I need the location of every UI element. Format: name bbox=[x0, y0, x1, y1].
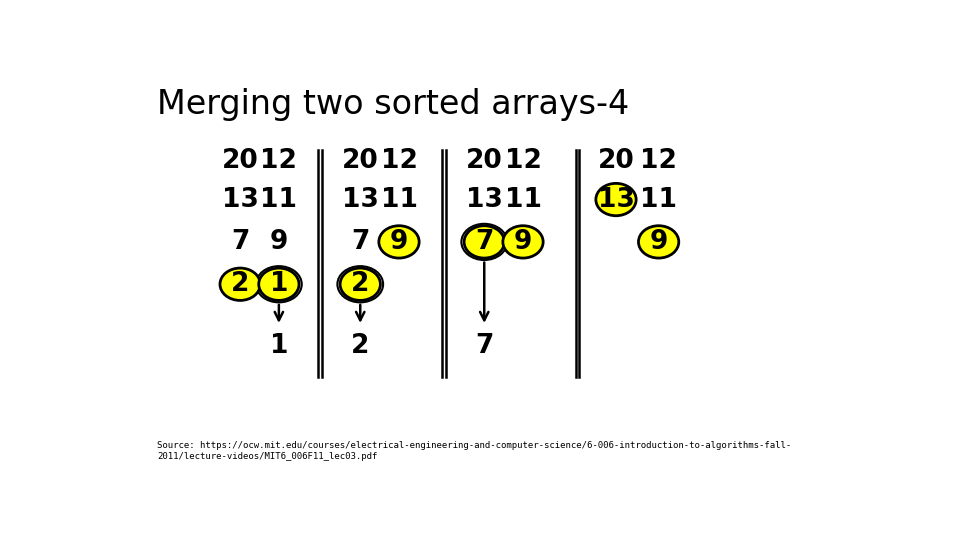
Text: 7: 7 bbox=[351, 229, 370, 255]
Ellipse shape bbox=[259, 268, 299, 300]
Text: 12: 12 bbox=[640, 148, 677, 174]
Text: Merging two sorted arrays-4: Merging two sorted arrays-4 bbox=[157, 88, 630, 121]
Text: 2: 2 bbox=[351, 333, 370, 359]
Text: 7: 7 bbox=[231, 229, 250, 255]
Text: 2: 2 bbox=[351, 271, 370, 297]
Text: 11: 11 bbox=[260, 186, 298, 213]
Text: 12: 12 bbox=[505, 148, 541, 174]
Text: 9: 9 bbox=[514, 229, 532, 255]
Text: 13: 13 bbox=[222, 186, 258, 213]
Ellipse shape bbox=[379, 226, 420, 258]
Ellipse shape bbox=[503, 226, 543, 258]
Ellipse shape bbox=[638, 226, 679, 258]
Text: 20: 20 bbox=[466, 148, 503, 174]
Text: 12: 12 bbox=[260, 148, 298, 174]
Text: 11: 11 bbox=[505, 186, 541, 213]
Text: 2: 2 bbox=[231, 271, 250, 297]
Text: 7: 7 bbox=[475, 333, 493, 359]
Ellipse shape bbox=[596, 184, 636, 215]
Text: 13: 13 bbox=[466, 186, 503, 213]
Text: 11: 11 bbox=[380, 186, 418, 213]
Text: 9: 9 bbox=[649, 229, 668, 255]
Text: 20: 20 bbox=[598, 148, 635, 174]
Text: 7: 7 bbox=[475, 229, 493, 255]
Ellipse shape bbox=[220, 268, 260, 300]
Ellipse shape bbox=[340, 268, 380, 300]
Ellipse shape bbox=[464, 226, 504, 258]
Text: 9: 9 bbox=[390, 229, 408, 255]
Text: 12: 12 bbox=[380, 148, 418, 174]
Text: 9: 9 bbox=[270, 229, 288, 255]
Text: 1: 1 bbox=[270, 333, 288, 359]
Text: 13: 13 bbox=[342, 186, 378, 213]
Text: 20: 20 bbox=[342, 148, 378, 174]
Text: Source: https://ocw.mit.edu/courses/electrical-engineering-and-computer-science/: Source: https://ocw.mit.edu/courses/elec… bbox=[157, 441, 791, 461]
Text: 11: 11 bbox=[640, 186, 677, 213]
Text: 13: 13 bbox=[597, 186, 635, 213]
Text: 1: 1 bbox=[270, 271, 288, 297]
Text: 20: 20 bbox=[222, 148, 258, 174]
